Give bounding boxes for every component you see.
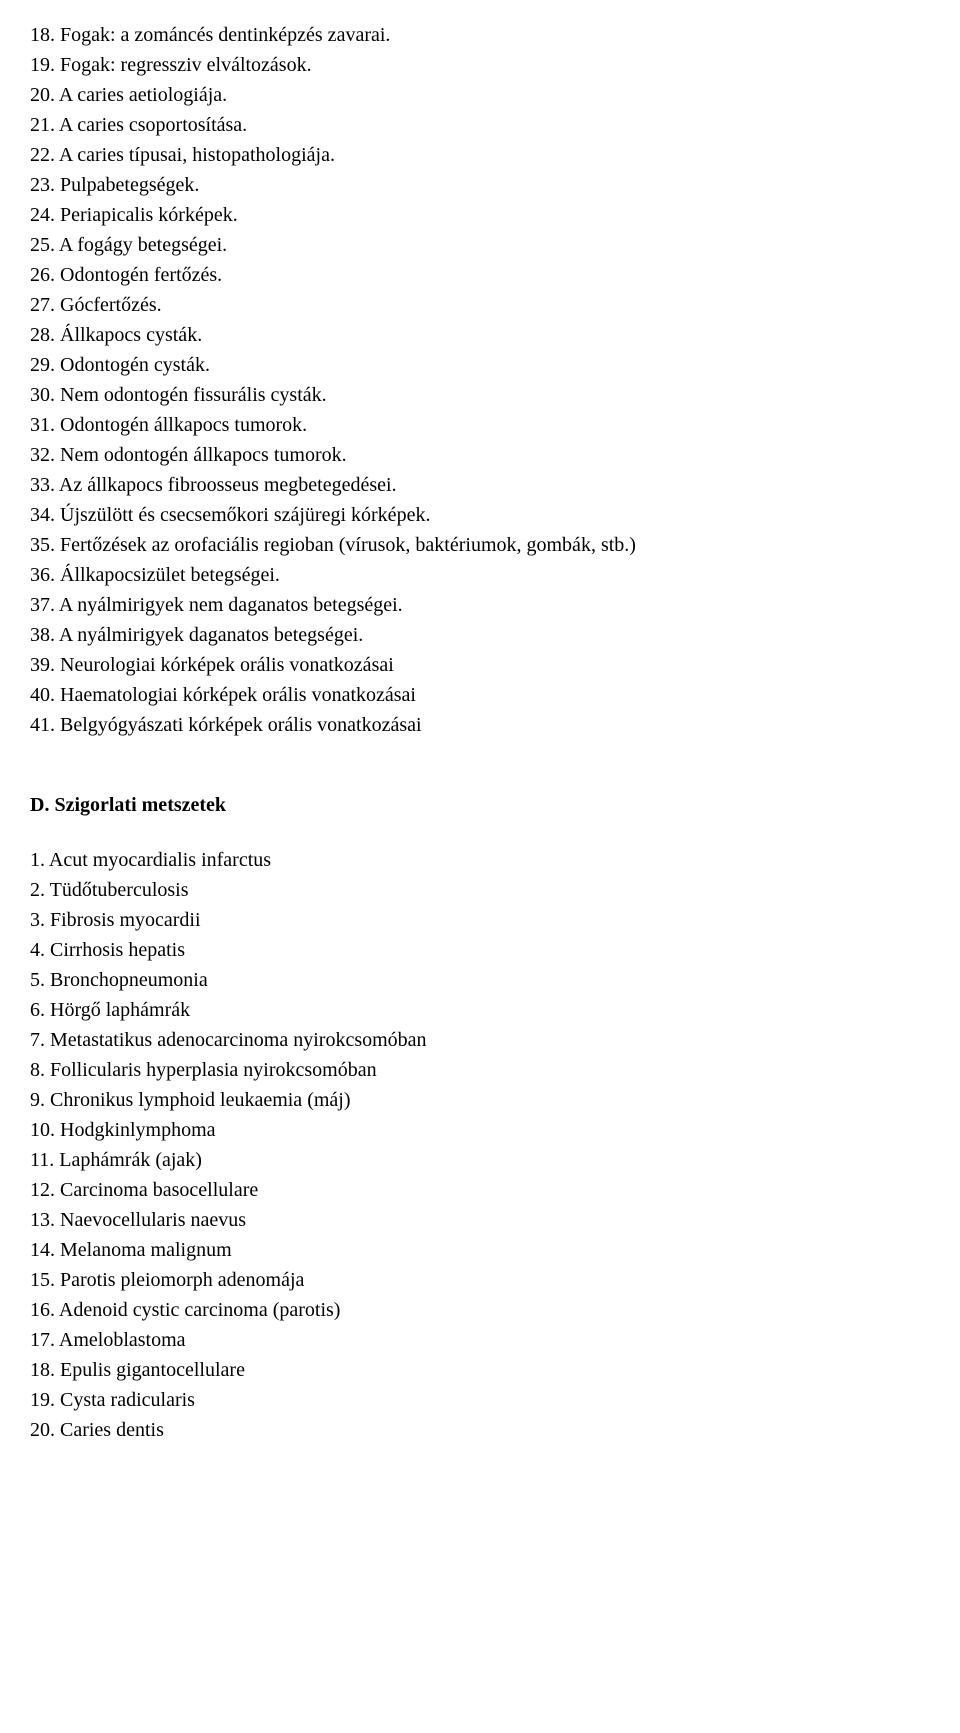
list-item: 16. Adenoid cystic carcinoma (parotis) [30,1295,930,1325]
list-item: 8. Follicularis hyperplasia nyirokcsomób… [30,1055,930,1085]
list-item: 2. Tüdőtuberculosis [30,875,930,905]
list-item: 40. Haematologiai kórképek orális vonatk… [30,680,930,710]
list-item: 3. Fibrosis myocardii [30,905,930,935]
numbered-list-b: 18. Fogak: a zománcés dentinképzés zavar… [30,20,930,740]
list-item: 13. Naevocellularis naevus [30,1205,930,1235]
list-item: 37. A nyálmirigyek nem daganatos betegsé… [30,590,930,620]
list-item: 19. Fogak: regressziv elváltozások. [30,50,930,80]
list-item: 35. Fertőzések az orofaciális regioban (… [30,530,930,560]
list-item: 4. Cirrhosis hepatis [30,935,930,965]
list-item: 41. Belgyógyászati kórképek orális vonat… [30,710,930,740]
list-item: 12. Carcinoma basocellulare [30,1175,930,1205]
list-item: 10. Hodgkinlymphoma [30,1115,930,1145]
section-heading-d: D. Szigorlati metszetek [30,790,930,820]
list-item: 14. Melanoma malignum [30,1235,930,1265]
numbered-list-d: 1. Acut myocardialis infarctus 2. Tüdőtu… [30,845,930,1445]
list-item: 39. Neurologiai kórképek orális vonatkoz… [30,650,930,680]
list-item: 19. Cysta radicularis [30,1385,930,1415]
list-item: 6. Hörgő laphámrák [30,995,930,1025]
list-item: 18. Epulis gigantocellulare [30,1355,930,1385]
list-item: 1. Acut myocardialis infarctus [30,845,930,875]
list-item: 27. Gócfertőzés. [30,290,930,320]
list-item: 22. A caries típusai, histopathologiája. [30,140,930,170]
list-item: 36. Állkapocsizület betegségei. [30,560,930,590]
list-item: 34. Újszülött és csecsemőkori szájüregi … [30,500,930,530]
list-item: 20. A caries aetiologiája. [30,80,930,110]
list-item: 24. Periapicalis kórképek. [30,200,930,230]
list-item: 17. Ameloblastoma [30,1325,930,1355]
list-item: 20. Caries dentis [30,1415,930,1445]
list-item: 21. A caries csoportosítása. [30,110,930,140]
list-item: 30. Nem odontogén fissurális cysták. [30,380,930,410]
list-item: 29. Odontogén cysták. [30,350,930,380]
list-item: 25. A fogágy betegségei. [30,230,930,260]
list-item: 33. Az állkapocs fibroosseus megbetegedé… [30,470,930,500]
list-item: 38. A nyálmirigyek daganatos betegségei. [30,620,930,650]
list-item: 28. Állkapocs cysták. [30,320,930,350]
list-item: 7. Metastatikus adenocarcinoma nyirokcso… [30,1025,930,1055]
list-item: 15. Parotis pleiomorph adenomája [30,1265,930,1295]
list-item: 11. Laphámrák (ajak) [30,1145,930,1175]
list-item: 26. Odontogén fertőzés. [30,260,930,290]
list-item: 18. Fogak: a zománcés dentinképzés zavar… [30,20,930,50]
list-item: 32. Nem odontogén állkapocs tumorok. [30,440,930,470]
list-item: 23. Pulpabetegségek. [30,170,930,200]
list-item: 9. Chronikus lymphoid leukaemia (máj) [30,1085,930,1115]
list-item: 5. Bronchopneumonia [30,965,930,995]
list-item: 31. Odontogén állkapocs tumorok. [30,410,930,440]
